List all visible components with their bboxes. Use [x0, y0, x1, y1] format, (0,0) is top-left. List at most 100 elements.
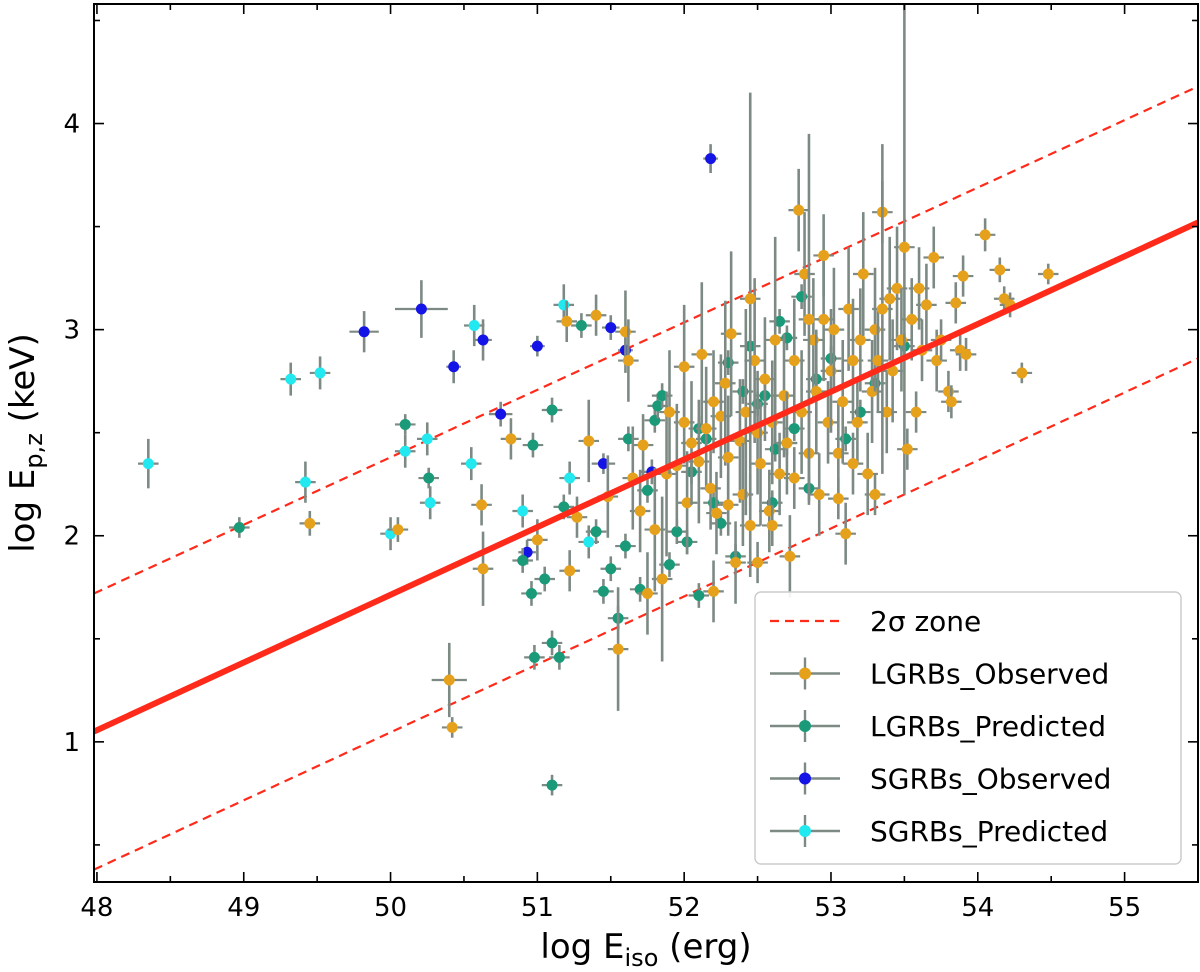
data-point — [739, 92, 761, 505]
y-tick-label: 2 — [63, 522, 80, 552]
legend-entry: SGRBs_Observed — [770, 762, 1111, 796]
legend-entry: LGRBs_Observed — [770, 657, 1109, 691]
data-point — [585, 519, 607, 544]
data-point — [556, 300, 577, 343]
data-point — [813, 214, 834, 297]
data-point — [534, 566, 555, 592]
point-marker — [1016, 367, 1028, 379]
point-marker — [392, 524, 404, 536]
point-marker — [887, 365, 899, 377]
point-marker — [605, 322, 617, 334]
point-marker — [468, 320, 480, 332]
point-marker — [590, 526, 602, 538]
point-marker — [564, 565, 576, 577]
point-marker — [477, 334, 489, 346]
point-marker — [788, 355, 800, 367]
data-point — [615, 533, 636, 559]
data-point — [474, 319, 492, 361]
point-marker — [678, 416, 690, 428]
x-tick-label: 53 — [814, 893, 847, 923]
point-marker — [749, 355, 761, 367]
data-point — [759, 469, 780, 553]
point-marker — [740, 406, 752, 418]
legend-label: 2σ zone — [870, 605, 981, 638]
legend-entry: SGRBs_Predicted — [770, 815, 1108, 848]
point-marker — [546, 404, 558, 416]
data-point — [659, 552, 680, 577]
point-marker — [847, 355, 859, 367]
data-point — [788, 168, 809, 252]
data-point — [229, 517, 250, 538]
legend-label: LGRBs_Observed — [870, 658, 1109, 691]
point-marker — [722, 499, 734, 511]
point-marker — [583, 536, 595, 548]
data-point — [691, 282, 713, 427]
point-marker — [960, 348, 972, 360]
legend-label: SGRBs_Predicted — [870, 815, 1108, 848]
point-marker — [546, 779, 558, 791]
point-marker — [906, 313, 918, 325]
data-point — [591, 453, 616, 474]
data-point — [349, 311, 379, 353]
point-marker — [901, 443, 913, 455]
sigma-upper-line — [94, 85, 1198, 595]
point-marker — [233, 522, 245, 534]
data-point — [916, 263, 937, 347]
point-marker — [517, 505, 529, 517]
data-point — [764, 236, 786, 443]
data-point — [838, 247, 859, 371]
point-marker — [358, 326, 370, 338]
data-point — [446, 350, 462, 384]
point-marker — [832, 447, 844, 459]
x-tick-label: 48 — [80, 893, 113, 923]
point-marker — [837, 396, 849, 408]
data-point — [703, 560, 724, 623]
point-marker — [708, 585, 720, 597]
point-marker — [813, 489, 825, 501]
point-marker — [590, 309, 602, 321]
point-marker — [928, 252, 940, 264]
data-point — [530, 335, 545, 357]
point-marker — [881, 406, 893, 418]
data-point — [872, 144, 893, 474]
data-point — [500, 418, 522, 460]
point-marker — [681, 497, 693, 509]
point-marker — [663, 406, 675, 418]
point-marker — [446, 721, 458, 733]
point-marker — [525, 587, 537, 599]
point-marker — [744, 519, 756, 531]
point-marker — [722, 451, 734, 463]
x-tick-label: 51 — [521, 893, 554, 923]
data-point — [784, 447, 805, 509]
data-point — [521, 581, 542, 606]
point-marker — [671, 526, 683, 538]
point-marker — [399, 445, 411, 457]
point-marker — [399, 418, 411, 430]
data-point — [651, 496, 673, 662]
data-point — [798, 133, 820, 505]
point-marker — [979, 229, 991, 241]
point-marker — [443, 674, 455, 686]
data-point — [644, 467, 666, 592]
legend-swatch — [799, 720, 811, 732]
data-point — [488, 401, 513, 427]
point-marker — [415, 303, 427, 315]
point-marker — [696, 348, 708, 360]
data-point — [518, 539, 536, 565]
data-point — [549, 644, 570, 670]
point-marker — [558, 501, 570, 513]
point-marker — [920, 299, 932, 311]
point-marker — [774, 315, 786, 327]
x-axis-label: log Eiso (erg) — [540, 927, 751, 972]
point-marker — [854, 334, 866, 346]
data-point — [541, 630, 563, 656]
point-marker — [477, 563, 489, 575]
data-point — [607, 587, 629, 711]
data-point — [566, 496, 588, 538]
point-marker — [793, 204, 805, 216]
data-point — [823, 267, 845, 392]
point-marker — [898, 241, 910, 253]
data-point — [601, 315, 620, 340]
data-point — [905, 391, 927, 433]
point-marker — [693, 456, 705, 468]
